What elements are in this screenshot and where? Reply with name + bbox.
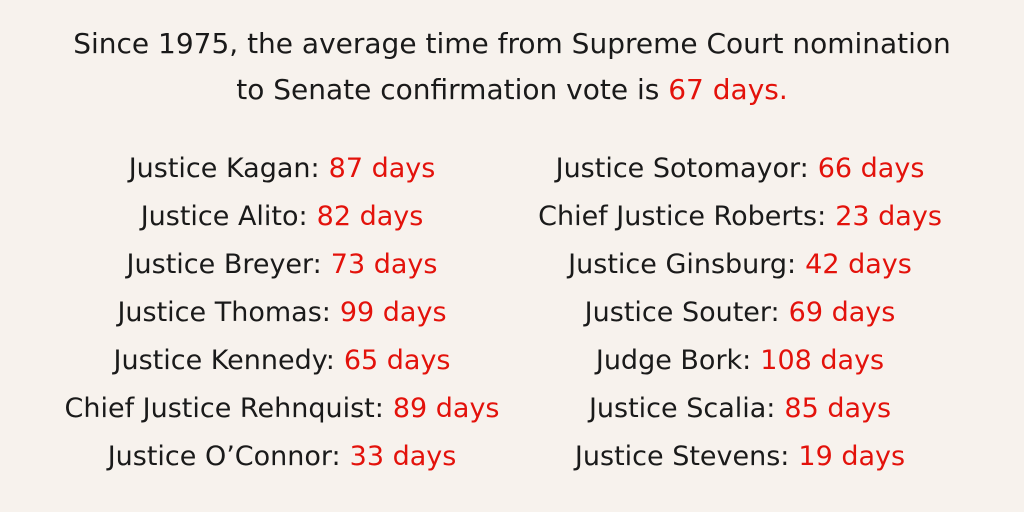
days: 87 days — [328, 153, 436, 184]
justice-name: Justice Thomas: — [117, 297, 331, 328]
entry: Judge Bork: 108 days — [484, 345, 996, 376]
entry: Justice Thomas: 99 days — [26, 297, 538, 328]
justice-name: Justice Kagan: — [128, 153, 320, 184]
days: 42 days — [805, 249, 912, 280]
header-line: to Senate confirmation vote is 67 days. — [0, 73, 1024, 106]
days: 33 days — [349, 441, 457, 472]
justice-name: Justice Alito: — [140, 201, 308, 232]
justice-name: Justice Kennedy: — [113, 345, 335, 376]
entry: Justice O’Connor: 33 days — [26, 441, 538, 472]
header-text: to Senate confirmation vote is — [236, 73, 660, 106]
entry: Justice Scalia: 85 days — [484, 393, 996, 424]
entry: Justice Souter: 69 days — [484, 297, 996, 328]
days: 99 days — [339, 297, 447, 328]
days: 108 days — [760, 345, 885, 376]
justice-name: Justice Scalia: — [588, 393, 776, 424]
entry: Justice Sotomayor: 66 days — [484, 153, 996, 184]
days: 82 days — [316, 201, 424, 232]
entry: Justice Stevens: 19 days — [484, 441, 996, 472]
justice-name: Justice Sotomayor: — [555, 153, 809, 184]
justice-name: Justice Ginsburg: — [568, 249, 797, 280]
days: 89 days — [392, 393, 500, 424]
days: 19 days — [798, 441, 906, 472]
entry: Justice Alito: 82 days — [26, 201, 538, 232]
days: 23 days — [835, 201, 942, 232]
justice-name: Justice Breyer: — [126, 249, 322, 280]
header-line: Since 1975, the average time from Suprem… — [73, 27, 951, 60]
entry: Justice Kagan: 87 days — [26, 153, 538, 184]
days: 73 days — [330, 249, 438, 280]
days: 66 days — [817, 153, 925, 184]
justice-name: Justice Stevens: — [574, 441, 790, 472]
days: 85 days — [784, 393, 892, 424]
entry: Justice Kennedy: 65 days — [26, 345, 538, 376]
justice-name: Chief Justice Rehnquist: — [64, 393, 384, 424]
entry: Chief Justice Rehnquist: 89 days — [26, 393, 538, 424]
entry: Justice Ginsburg: 42 days — [484, 249, 996, 280]
entry: Justice Breyer: 73 days — [26, 249, 538, 280]
justice-name: Judge Bork: — [595, 345, 752, 376]
justice-name: Chief Justice Roberts: — [538, 201, 827, 232]
header-highlight: 67 days. — [668, 73, 788, 106]
days: 69 days — [788, 297, 896, 328]
days: 65 days — [343, 345, 451, 376]
entry: Chief Justice Roberts: 23 days — [484, 201, 996, 232]
justice-name: Justice O’Connor: — [107, 441, 341, 472]
justice-name: Justice Souter: — [584, 297, 780, 328]
